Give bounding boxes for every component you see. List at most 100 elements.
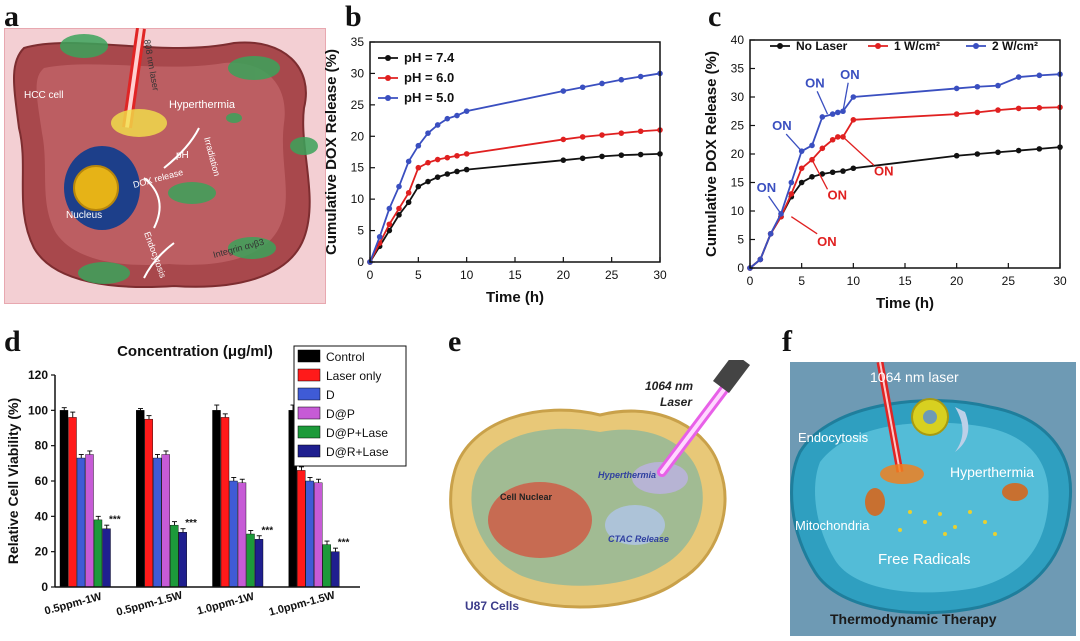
data-point [425, 159, 431, 166]
hyperthermia-label-a: Hyperthermia [169, 99, 236, 111]
bar [76, 457, 86, 588]
y-tick-label: 120 [28, 368, 48, 382]
annotation-leader [768, 195, 782, 215]
data-point [798, 165, 805, 172]
legend-swatch-marker [385, 75, 391, 81]
x-tick-label: 0 [747, 274, 754, 288]
data-point [560, 157, 567, 163]
data-point [995, 149, 1001, 156]
x-tick-label: 5 [798, 274, 805, 288]
data-point [386, 205, 393, 212]
data-point [463, 108, 470, 114]
data-point [1036, 105, 1043, 111]
data-point [560, 136, 567, 143]
x-tick-label: 5 [415, 268, 422, 282]
y-tick-label: 40 [35, 509, 49, 523]
hcc-cell-illustration: HCC cell 808 nm laser Hyperthermia Irrad… [3, 27, 327, 305]
annotation-on: ON [874, 163, 894, 178]
chart-d-wrapper: *** *** *** *** 0 20 40 60 80 100 120 Relative Cell… [0, 330, 420, 635]
bar [229, 480, 238, 588]
data-point [819, 171, 826, 177]
y-tick-label: 15 [351, 161, 365, 175]
laser-label-e: 1064 nm Laser [645, 379, 693, 409]
data-point [953, 85, 960, 92]
data-point [1015, 74, 1022, 80]
data-point [850, 94, 857, 100]
x-axis-label: Time (h) [876, 295, 934, 312]
data-point [1036, 72, 1043, 79]
bar [161, 454, 170, 588]
data-point [434, 122, 441, 128]
data-point [953, 111, 960, 117]
y-tick-label: 100 [28, 403, 48, 417]
y-tick-label: 20 [731, 147, 745, 161]
y-axis-label: Relative Cell Viability (%) [5, 398, 21, 564]
data-point [444, 154, 451, 161]
chart-d: *** *** *** *** 0 20 40 60 80 100 120 Relative Cell… [5, 343, 407, 619]
mitochondria-label: Mitochondria [795, 518, 870, 533]
x-tick-label: 30 [653, 268, 667, 282]
significance-marker: *** [185, 518, 197, 529]
legend-swatch [297, 425, 321, 439]
data-point [454, 168, 460, 175]
data-point [579, 155, 586, 162]
significance-marker: *** [262, 525, 274, 536]
y-axis-label: Cumulative DOX Release (%) [323, 49, 340, 255]
data-point [618, 152, 625, 158]
y-tick-label: 10 [351, 192, 365, 206]
data-point [463, 151, 470, 157]
panel-letter-c: c [708, 0, 722, 33]
panel-f-illustration: 1064 nm laser Endocytosis Hyperthermia M… [790, 361, 1076, 636]
legend-label: 2 W/cm² [992, 39, 1038, 53]
data-point [454, 152, 460, 159]
legend-swatch-marker [973, 43, 979, 49]
data-point [974, 151, 981, 157]
x-tick-label: 10 [460, 268, 474, 282]
x-tick-label: 20 [557, 268, 571, 282]
annotation-on: ON [757, 180, 777, 195]
x-tick-label: 20 [950, 274, 964, 288]
data-point [819, 114, 826, 120]
annotation-leader [816, 91, 829, 115]
y-tick-label: 10 [731, 204, 745, 218]
data-point [819, 145, 826, 152]
bar [212, 410, 221, 588]
chart-b: 0 5 10 15 20 25 30 0 5 10 15 20 25 30 35 Time (h) Cumula… [323, 35, 667, 306]
plot-frame [749, 39, 1061, 269]
data-point [396, 212, 402, 218]
chart-b-wrapper: 0 5 10 15 20 25 30 0 5 10 15 20 25 30 35 Time (h) Cumula… [318, 20, 678, 320]
bar [297, 470, 306, 588]
y-tick-label: 0 [41, 580, 48, 594]
y-tick-label: 80 [35, 439, 49, 453]
legend-swatch [297, 349, 321, 363]
data-point [415, 142, 422, 149]
y-tick-label: 15 [731, 176, 745, 190]
bar [153, 457, 162, 588]
annotation-on: ON [772, 118, 792, 133]
x-tick-label: 30 [1053, 274, 1067, 288]
chart-c: 0 5 10 15 20 25 30 0 5 10 15 20 25 30 35 40 Time (h) Cumu… [703, 33, 1067, 312]
y-tick-label: 25 [351, 98, 365, 112]
annotation-on: ON [805, 75, 825, 90]
chart-c-wrapper: 0 5 10 15 20 25 30 0 5 10 15 20 25 30 35 40 Time (h) Cumu… [700, 20, 1076, 320]
data-point [798, 179, 805, 186]
legend-label: pH = 7.4 [404, 50, 455, 65]
ph-label-a: pH [176, 150, 189, 161]
x-tick-label: 1.0ppm-1W [196, 591, 256, 618]
chart-title: Concentration (μg/ml) [117, 343, 273, 360]
cell-nuclear-label: Cell Nuclear [500, 492, 553, 502]
y-tick-label: 40 [731, 33, 745, 47]
data-point [405, 190, 412, 196]
annotation-on: ON [817, 234, 836, 249]
legend-swatch-marker [777, 43, 783, 49]
data-point [840, 168, 846, 174]
data-point [829, 136, 836, 143]
data-point [396, 183, 402, 190]
bar [220, 417, 230, 588]
bar [322, 544, 331, 588]
data-point [809, 174, 815, 180]
data-point [829, 111, 836, 117]
data-point [757, 256, 764, 263]
data-point [444, 115, 451, 122]
bar [237, 482, 247, 588]
